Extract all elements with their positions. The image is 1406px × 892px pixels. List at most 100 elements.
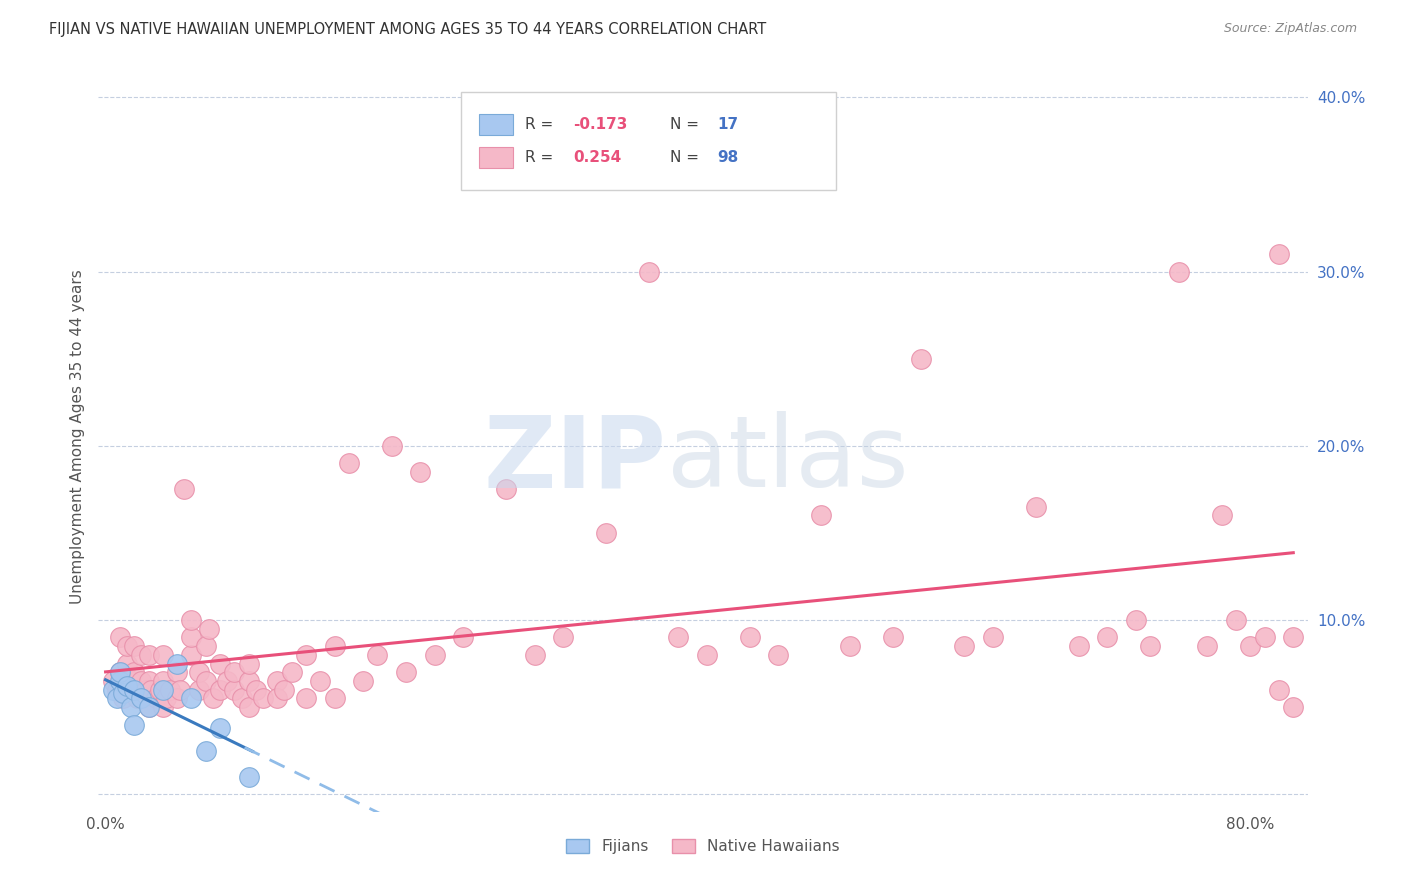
Point bbox=[111, 686, 134, 700]
Point bbox=[108, 665, 131, 680]
Point bbox=[105, 691, 128, 706]
Point bbox=[209, 721, 232, 735]
Point bbox=[108, 665, 131, 680]
Text: -0.173: -0.173 bbox=[574, 117, 628, 132]
Point bbox=[1197, 639, 1219, 653]
Y-axis label: Unemployment Among Ages 35 to 44 years: Unemployment Among Ages 35 to 44 years bbox=[70, 269, 86, 605]
Point bbox=[152, 648, 174, 662]
Point bbox=[180, 691, 202, 706]
Point bbox=[149, 682, 172, 697]
Point bbox=[194, 744, 217, 758]
Point bbox=[122, 717, 145, 731]
Point bbox=[209, 657, 232, 671]
Point bbox=[381, 439, 404, 453]
Point bbox=[114, 682, 136, 697]
Point bbox=[838, 639, 860, 653]
Point bbox=[166, 691, 188, 706]
Point bbox=[180, 648, 202, 662]
Point bbox=[238, 673, 260, 688]
Point bbox=[111, 691, 134, 706]
Point bbox=[595, 525, 617, 540]
Point bbox=[953, 639, 976, 653]
Point bbox=[141, 682, 163, 697]
Point bbox=[1253, 631, 1275, 645]
Point bbox=[280, 665, 302, 680]
Point bbox=[910, 351, 932, 366]
Point bbox=[187, 682, 209, 697]
Point bbox=[1025, 500, 1047, 514]
Point bbox=[194, 673, 217, 688]
FancyBboxPatch shape bbox=[461, 93, 837, 190]
Point bbox=[122, 639, 145, 653]
Point bbox=[115, 639, 138, 653]
Point bbox=[180, 613, 202, 627]
Point bbox=[131, 691, 153, 706]
Point bbox=[152, 673, 174, 688]
Text: FIJIAN VS NATIVE HAWAIIAN UNEMPLOYMENT AMONG AGES 35 TO 44 YEARS CORRELATION CHA: FIJIAN VS NATIVE HAWAIIAN UNEMPLOYMENT A… bbox=[49, 22, 766, 37]
Point bbox=[423, 648, 446, 662]
Point bbox=[409, 465, 432, 479]
Point bbox=[231, 691, 253, 706]
Point bbox=[1167, 264, 1189, 278]
Point bbox=[638, 264, 661, 278]
Point bbox=[295, 691, 318, 706]
Point bbox=[122, 665, 145, 680]
Point bbox=[131, 648, 153, 662]
Point bbox=[173, 483, 195, 497]
Point bbox=[810, 508, 832, 523]
Point bbox=[108, 631, 131, 645]
Point bbox=[738, 631, 761, 645]
Point bbox=[323, 639, 346, 653]
Point bbox=[696, 648, 718, 662]
Text: R =: R = bbox=[526, 150, 558, 165]
Point bbox=[238, 657, 260, 671]
Point bbox=[115, 679, 138, 693]
FancyBboxPatch shape bbox=[479, 147, 513, 168]
Point bbox=[266, 691, 288, 706]
Point bbox=[323, 691, 346, 706]
Point bbox=[266, 673, 288, 688]
Point bbox=[125, 691, 148, 706]
Point bbox=[337, 456, 360, 470]
Point bbox=[1097, 631, 1119, 645]
Text: 0.254: 0.254 bbox=[574, 150, 621, 165]
Point bbox=[169, 682, 191, 697]
Point bbox=[131, 673, 153, 688]
Point bbox=[666, 631, 689, 645]
Point bbox=[395, 665, 418, 680]
Point bbox=[120, 700, 142, 714]
Point bbox=[1125, 613, 1147, 627]
Point bbox=[1067, 639, 1090, 653]
Point bbox=[366, 648, 388, 662]
Point bbox=[295, 648, 318, 662]
Point bbox=[238, 770, 260, 784]
Point bbox=[1282, 700, 1305, 714]
Point bbox=[882, 631, 904, 645]
Point bbox=[152, 700, 174, 714]
Point bbox=[1268, 682, 1291, 697]
Point bbox=[1268, 247, 1291, 261]
Point bbox=[115, 657, 138, 671]
Point bbox=[197, 622, 219, 636]
Point bbox=[101, 673, 124, 688]
Point bbox=[120, 673, 142, 688]
Text: R =: R = bbox=[526, 117, 558, 132]
Point bbox=[273, 682, 295, 697]
Point bbox=[553, 631, 575, 645]
Point bbox=[238, 700, 260, 714]
Point bbox=[145, 691, 167, 706]
Point bbox=[166, 665, 188, 680]
Point bbox=[1225, 613, 1247, 627]
Text: ZIP: ZIP bbox=[484, 411, 666, 508]
Point bbox=[122, 682, 145, 697]
Point bbox=[766, 648, 789, 662]
Text: N =: N = bbox=[671, 117, 704, 132]
Point bbox=[180, 631, 202, 645]
Point bbox=[138, 648, 160, 662]
Point bbox=[217, 673, 239, 688]
Point bbox=[352, 673, 374, 688]
Point bbox=[105, 682, 128, 697]
Point bbox=[224, 665, 246, 680]
Point bbox=[122, 682, 145, 697]
Point bbox=[187, 665, 209, 680]
